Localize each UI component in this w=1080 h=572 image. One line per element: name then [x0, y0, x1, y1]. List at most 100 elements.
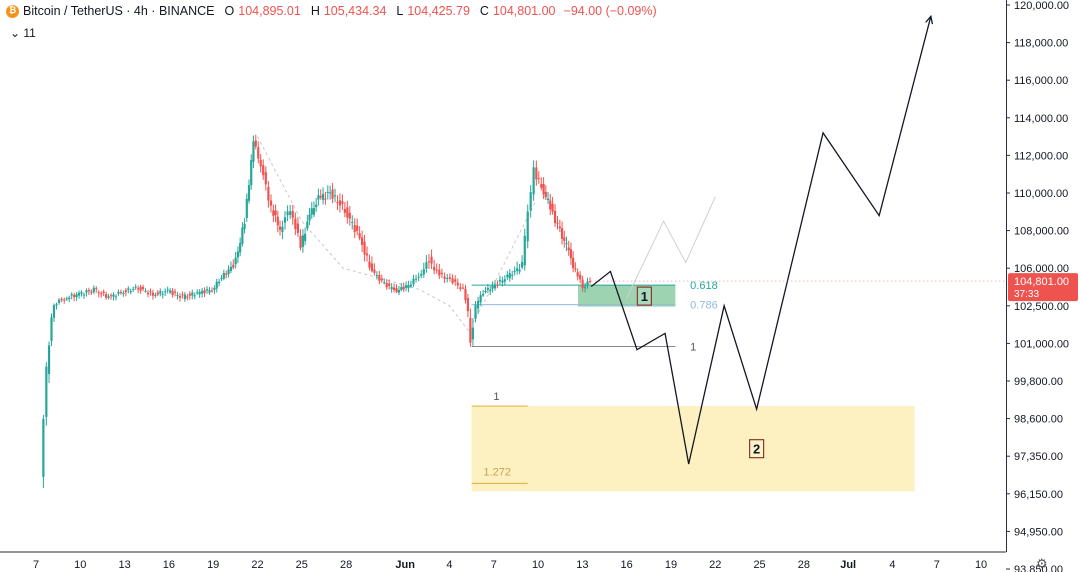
candle-body [319, 195, 322, 198]
price-axis[interactable] [1006, 0, 1080, 552]
candle-body [329, 192, 332, 194]
symbol-title[interactable]: Bitcoin / TetherUS · 4h · BINANCE [23, 4, 215, 18]
candle-body [245, 198, 248, 219]
candle-body [526, 211, 529, 242]
candle-body [308, 214, 311, 221]
candle-body [508, 273, 511, 279]
fib-extension-zone [471, 406, 915, 492]
candle-body [540, 184, 543, 188]
candle-body [581, 279, 584, 289]
candle-body [476, 300, 480, 309]
candle-body [119, 291, 123, 294]
candle-body [402, 286, 405, 290]
y-tick-label: 114,000.00 [1014, 113, 1068, 125]
candle-body [511, 274, 514, 276]
candle-body [210, 290, 214, 292]
candle-body [304, 233, 307, 242]
candle-body [321, 193, 325, 200]
candle-body [176, 294, 179, 296]
candle-body [80, 292, 83, 294]
low-value: 104,425.79 [407, 4, 470, 18]
x-tick-label: Jun [395, 559, 415, 571]
candle-body [579, 274, 582, 280]
candle-body [109, 295, 113, 297]
x-tick-label: 13 [576, 559, 588, 571]
candle-body [586, 281, 589, 286]
x-tick-label: 7 [934, 559, 940, 571]
candle-body [42, 418, 45, 477]
candle-body [466, 298, 470, 312]
candle-body [205, 289, 209, 291]
candle-body [551, 203, 554, 212]
high-label: H [310, 4, 320, 18]
candle-body [331, 189, 334, 199]
candle-body [456, 282, 459, 286]
candle-body [414, 278, 418, 280]
candle-body [114, 296, 118, 298]
candle-body [146, 292, 150, 295]
candle-body [100, 293, 103, 295]
candle-body [474, 305, 477, 319]
candle-body [560, 228, 564, 239]
candle-body [433, 266, 436, 271]
candle-body [129, 291, 132, 293]
high-value: 105,434.34 [323, 4, 387, 18]
fib-extension-label: 1 [493, 391, 499, 403]
candle-body [390, 286, 393, 290]
candle-body [169, 290, 172, 293]
candle-body [351, 222, 354, 224]
candle-body [482, 293, 485, 296]
candle-body [446, 278, 449, 280]
candle-body [558, 226, 561, 229]
candle-body [301, 235, 305, 247]
candle-body [503, 279, 506, 282]
open-value: 104,895.01 [238, 4, 301, 18]
candle-body [430, 256, 433, 264]
candle-body [55, 304, 58, 306]
x-tick-label: 7 [33, 559, 39, 571]
candle-body [259, 159, 262, 167]
y-tick-label: 118,000.00 [1014, 38, 1068, 50]
candle-body [73, 294, 76, 298]
zone-marker-box [749, 439, 765, 459]
settings-icon[interactable]: ⚙ [1036, 556, 1048, 571]
candle-body [124, 290, 127, 293]
candle-body [139, 286, 142, 291]
zone-marker-label: 1 [641, 289, 648, 304]
candle-body [77, 292, 81, 296]
candle-body [443, 276, 446, 279]
open-label: O [224, 4, 235, 18]
candle-body [289, 211, 292, 215]
candle-body [556, 222, 559, 224]
candle-body [346, 207, 349, 218]
candle-body [356, 225, 359, 231]
candle-body [425, 262, 428, 269]
candle-body [338, 200, 342, 206]
indicators-toggle[interactable]: ⌄ 11 [10, 26, 36, 40]
y-tick-label: 101,000.00 [1014, 338, 1069, 350]
candle-body [220, 277, 223, 279]
candle-body [583, 286, 587, 289]
candle-body [254, 140, 257, 147]
candle-body [496, 284, 499, 286]
fib-level-label: 0.786 [690, 300, 718, 312]
last-price-value: 104,801.00 [1014, 276, 1069, 288]
candle-body [333, 195, 337, 197]
candle-body [417, 276, 420, 278]
candle-body [409, 284, 412, 287]
candle-body [183, 294, 186, 300]
low-label: L [396, 4, 404, 18]
candle-body [506, 274, 509, 278]
candle-body [65, 298, 68, 300]
candle-body [549, 200, 552, 210]
fib-level-label: 0.618 [690, 280, 718, 292]
candle-body [92, 287, 95, 293]
candle-body [112, 294, 115, 297]
candle-body [264, 172, 267, 185]
x-tick-label: 19 [207, 559, 219, 571]
candle-body [440, 272, 444, 275]
candle-body [156, 292, 159, 295]
candle-body [63, 299, 66, 301]
candle-body [563, 237, 566, 241]
